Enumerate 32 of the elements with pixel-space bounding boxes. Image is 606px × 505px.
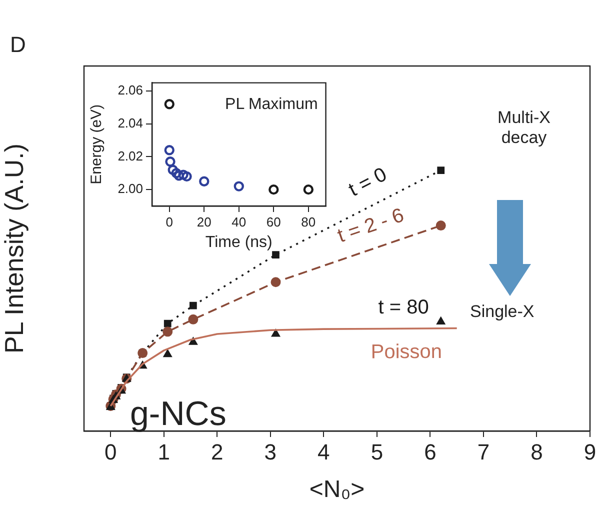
text: t = 2 - 6 bbox=[334, 204, 407, 248]
y-tick-label: 2.02 bbox=[118, 148, 143, 164]
x-tick-label: 80 bbox=[301, 214, 316, 230]
y-tick-label: 2.06 bbox=[118, 82, 143, 98]
x-axis-title: Time (ns) bbox=[205, 234, 272, 251]
x-tick-label: 20 bbox=[196, 214, 212, 230]
x-tick-label: 5 bbox=[370, 439, 384, 464]
x-tick-label: 1 bbox=[158, 439, 170, 464]
x-tick-label: 0 bbox=[166, 214, 173, 230]
x-tick-label: 7 bbox=[477, 439, 490, 464]
annotation: g-NCs bbox=[130, 395, 226, 434]
y-tick-label: 2.04 bbox=[118, 115, 143, 130]
series-label: t = 80 bbox=[378, 296, 429, 318]
annotation: PL Maximum bbox=[225, 96, 318, 114]
text: Multi-X decay bbox=[496, 108, 552, 148]
y-tick-label: 2.00 bbox=[118, 181, 143, 196]
text: t = 0 bbox=[345, 164, 390, 202]
y-axis-title: PL Intensity (A.U.) bbox=[0, 144, 29, 354]
x-tick-label: 3 bbox=[264, 439, 277, 464]
x-tick-label: 9 bbox=[584, 439, 596, 464]
chart-title: D bbox=[10, 32, 26, 58]
series-label: Poisson bbox=[370, 340, 442, 364]
y-axis-title: Energy (eV) bbox=[88, 104, 106, 184]
x-tick-label: 2 bbox=[211, 439, 224, 464]
x-tick-label: 40 bbox=[232, 214, 246, 230]
x-axis-title: <N₀> bbox=[309, 476, 365, 504]
annotation: Single-X bbox=[470, 302, 534, 322]
x-tick-label: 60 bbox=[266, 214, 281, 230]
x-tick-label: 8 bbox=[530, 439, 543, 464]
x-tick-label: 0 bbox=[104, 439, 117, 464]
x-tick-label: 4 bbox=[318, 439, 330, 464]
x-tick-label: 6 bbox=[424, 439, 436, 464]
